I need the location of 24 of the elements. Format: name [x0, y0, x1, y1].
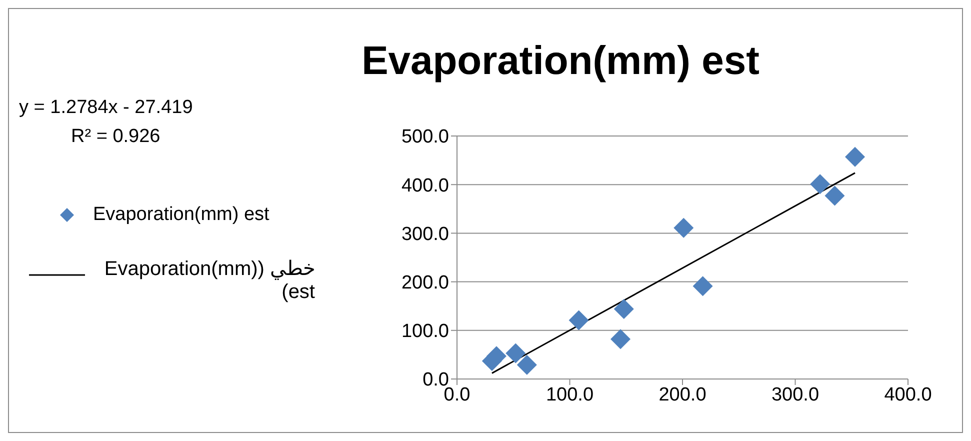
x-tick-label: 100.0	[546, 384, 594, 406]
text: R² = 0.926	[71, 126, 160, 148]
x-tick-label: 400.0	[884, 384, 932, 406]
chart-title: Evaporation(mm) est	[360, 39, 760, 84]
point	[506, 343, 526, 364]
point	[845, 146, 866, 167]
legend-label: خطي (Evaporation(mm) est)	[103, 257, 315, 304]
point	[614, 299, 634, 320]
point	[810, 174, 830, 194]
y-tick-label: 300.0	[401, 224, 449, 245]
point	[568, 310, 589, 330]
point	[824, 186, 845, 206]
y-tick-label: 400.0	[401, 175, 449, 196]
point	[692, 276, 713, 296]
text: y = 1.2784x - 27.419	[19, 97, 193, 119]
point	[610, 329, 630, 350]
legend-label: Evaporation(mm) est	[93, 204, 270, 226]
y-tick-label: 500.0	[401, 126, 449, 148]
point	[516, 354, 537, 375]
x-tick-label: 200.0	[658, 384, 706, 406]
y-tick-label: 200.0	[401, 272, 449, 294]
y-tick-label: 100.0	[401, 321, 449, 342]
point	[674, 218, 694, 238]
x-tick-label: 300.0	[771, 384, 820, 406]
